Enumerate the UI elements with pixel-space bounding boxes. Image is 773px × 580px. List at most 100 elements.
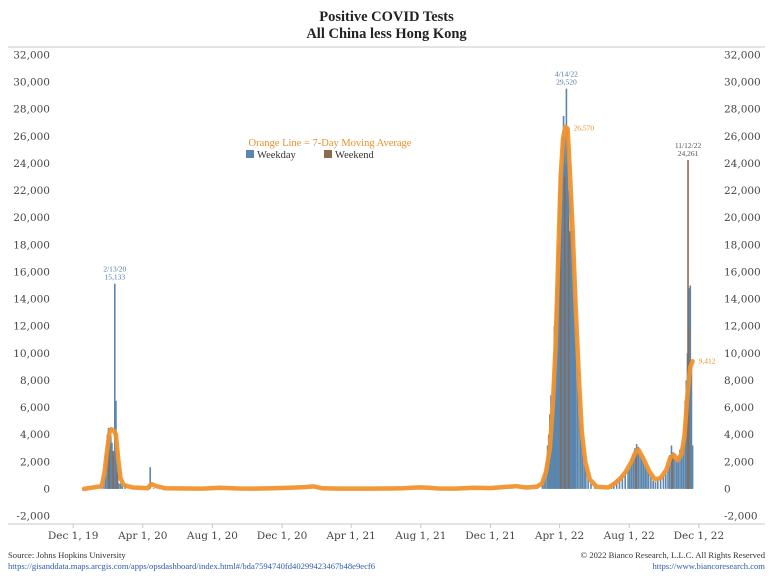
x-tick-label: Dec 1, 20 xyxy=(257,530,308,542)
weekday-bar xyxy=(110,436,112,489)
annotation-label: 11/12/22 xyxy=(675,141,702,150)
weekday-bar xyxy=(565,88,568,489)
weekday-bar xyxy=(640,456,643,489)
y-tick-label-left: 2,000 xyxy=(20,456,50,468)
annotation-label: 9,412 xyxy=(699,356,716,365)
y-tick-label-left: 28,000 xyxy=(13,104,50,116)
weekday-bar xyxy=(574,326,577,489)
weekend-bar xyxy=(112,450,114,489)
annotation-label: 4/14/22 xyxy=(555,70,578,79)
weekday-bar xyxy=(634,448,636,489)
annotation-label: 24,261 xyxy=(678,149,699,158)
weekday-bar xyxy=(639,453,641,489)
weekday-bar xyxy=(682,441,685,489)
weekend-bar xyxy=(567,217,570,489)
weekday-bar xyxy=(115,453,118,489)
annotation-label: 26,570 xyxy=(574,124,595,133)
y-tick-label-right: 26,000 xyxy=(724,131,761,143)
y-tick-label-left: 24,000 xyxy=(13,158,50,170)
weekday-bar xyxy=(578,393,580,489)
weekday-bar xyxy=(656,480,659,489)
weekday-bar xyxy=(679,449,681,489)
y-tick-label-right: 6,000 xyxy=(724,402,754,414)
legend-label-weekday: Weekday xyxy=(257,150,297,161)
y-tick-label-right: 4,000 xyxy=(724,429,754,441)
weekday-bar xyxy=(573,299,576,489)
moving-average-line xyxy=(81,124,695,492)
weekday-bar xyxy=(662,473,665,489)
y-tick-label-left: 4,000 xyxy=(20,429,50,441)
weekday-bar xyxy=(576,366,579,489)
weekday-bar xyxy=(672,452,674,489)
y-axis-left: -2,000 0 2,000 4,000 6,000 8,000 10,000 12,000 1… xyxy=(13,50,50,523)
y-tick-label-right: 24,000 xyxy=(724,158,761,170)
y-tick-label-left: -2,000 xyxy=(16,511,50,523)
x-tick-label: Dec 1, 22 xyxy=(674,530,725,542)
y-tick-label-right: 32,000 xyxy=(724,50,761,62)
y-tick-label-left: 10,000 xyxy=(13,348,50,360)
x-tick-label: Dec 1, 19 xyxy=(48,530,99,542)
weekday-bar xyxy=(111,442,113,489)
chart-title: Positive COVID Tests xyxy=(319,9,454,25)
weekday-bar xyxy=(152,488,155,489)
weekday-bar xyxy=(637,446,640,489)
y-tick-label-left: 14,000 xyxy=(13,294,50,306)
weekday-bar xyxy=(572,258,575,489)
source-link[interactable]: https://gisanddata.maps.arcgis.com/apps/… xyxy=(8,561,376,571)
weekend-bar xyxy=(108,448,110,489)
copyright-text: © 2022 Bianco Research, L.L.C. All Right… xyxy=(580,550,765,560)
weekday-bar xyxy=(571,231,573,489)
y-tick-label-left: 32,000 xyxy=(13,50,50,62)
weekday-bar xyxy=(664,469,667,489)
annotation-label: 15,133 xyxy=(104,273,125,282)
weekday-bar xyxy=(674,459,676,489)
annotation-label: 29,520 xyxy=(556,78,577,87)
weekday-bar xyxy=(119,483,122,489)
weekday-bar xyxy=(627,469,629,489)
weekend-bar xyxy=(671,453,673,489)
weekday-bar xyxy=(590,483,592,489)
weekday-bar xyxy=(561,136,564,489)
weekday-bar xyxy=(691,445,694,489)
y-tick-label-left: 30,000 xyxy=(13,77,50,89)
weekday-bar xyxy=(585,468,587,489)
x-tick-label: Apr 1, 22 xyxy=(534,530,584,542)
weekday-bar xyxy=(114,283,116,489)
weekday-bar xyxy=(628,464,631,489)
x-tick-label: Apr 1, 21 xyxy=(325,530,375,542)
weekday-bar xyxy=(618,476,621,489)
y-tick-label-left: 26,000 xyxy=(13,131,50,143)
weekday-bar xyxy=(644,464,647,489)
y-tick-label-right: 0 xyxy=(724,483,731,495)
y-tick-label-right: 12,000 xyxy=(724,321,761,333)
weekday-bar xyxy=(624,472,627,489)
weekday-bar xyxy=(621,475,624,489)
x-tick-label: Dec 1, 21 xyxy=(465,530,516,542)
chart-subtitle: All China less Hong Kong xyxy=(306,26,467,42)
weekday-bar xyxy=(632,453,635,489)
y-tick-label-right: 10,000 xyxy=(724,348,761,360)
weekday-bar xyxy=(569,231,571,489)
x-tick-label: Apr 1, 20 xyxy=(117,530,167,542)
x-tick-label: Aug 1, 20 xyxy=(186,530,238,542)
y-tick-label-right: 30,000 xyxy=(724,77,761,89)
y-tick-label-left: 22,000 xyxy=(13,185,50,197)
weekday-bar xyxy=(583,454,585,489)
weekend-bar xyxy=(563,177,566,489)
y-tick-label-right: 16,000 xyxy=(724,266,761,278)
weekday-bar xyxy=(552,380,555,489)
y-tick-label-left: 18,000 xyxy=(13,239,50,251)
y-tick-label-right: 14,000 xyxy=(724,294,761,306)
legend: Orange Line = 7-Day Moving Average Weekd… xyxy=(246,138,412,161)
y-tick-label-right: -2,000 xyxy=(724,511,758,523)
weekday-bar xyxy=(118,483,120,489)
legend-label-weekend: Weekend xyxy=(335,150,375,161)
website-link[interactable]: https://www.biancoresearch.com xyxy=(652,561,765,571)
x-tick-label: Aug 1, 22 xyxy=(603,530,655,542)
source-text: Source: Johns Hopkins University xyxy=(8,550,126,560)
weekday-bar xyxy=(654,482,657,489)
weekday-bar xyxy=(652,480,654,489)
weekday-bar xyxy=(554,305,557,489)
gridlines xyxy=(8,46,765,525)
